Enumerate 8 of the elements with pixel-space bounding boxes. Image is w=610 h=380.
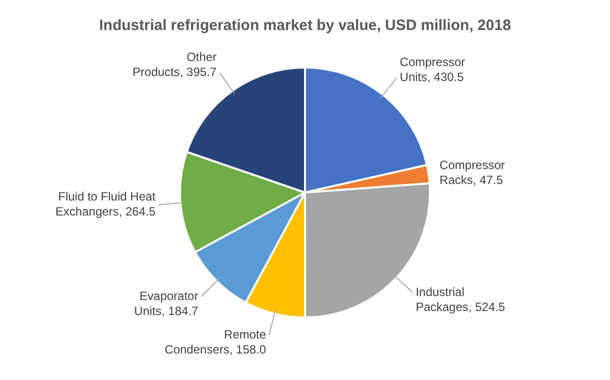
slice-label: Evaporator Units, 184.7	[134, 288, 199, 318]
slice-label: Compressor Racks, 47.5	[440, 158, 505, 187]
slice-label: Compressor Units, 430.5	[400, 54, 466, 84]
slice-label: Other Products, 395.7	[132, 50, 217, 80]
slice-label: Industrial Packages, 524.5	[416, 284, 506, 314]
chart-title: Industrial refrigeration market by value, USD million, 2018	[99, 17, 511, 34]
slice-label: Remote Condensers, 158.0	[164, 327, 266, 356]
slice-label: Fluid to Fluid Heat Exchangers, 264.5	[55, 190, 156, 219]
